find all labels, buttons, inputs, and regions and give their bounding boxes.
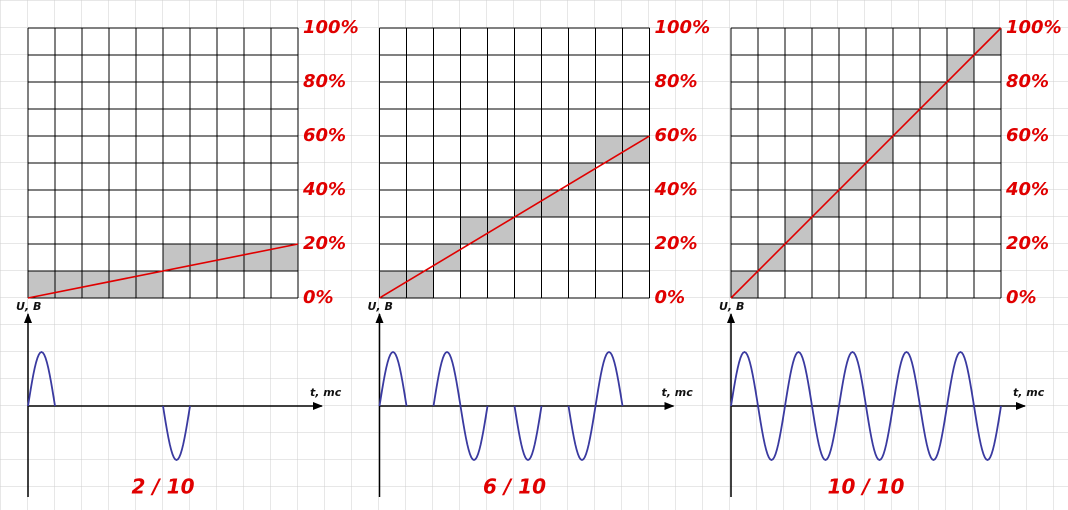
pulse	[730, 350, 759, 407]
percent-label: 20%	[303, 233, 346, 254]
pulse	[432, 350, 462, 407]
pulse	[594, 350, 624, 407]
percent-label: 60%	[1006, 125, 1049, 146]
pulse	[865, 405, 894, 462]
pulse	[973, 405, 1002, 462]
y-axis-label: U, B	[719, 300, 744, 313]
percent-label: 60%	[303, 125, 346, 146]
pulse	[757, 405, 786, 462]
percent-label: 0%	[655, 287, 686, 308]
shaded-cell	[595, 136, 623, 163]
percent-label: 60%	[655, 125, 698, 146]
shaded-cell	[55, 271, 82, 298]
shaded-cell	[541, 190, 569, 217]
pulse	[162, 405, 191, 462]
ramp-line	[379, 135, 650, 299]
pulse	[784, 350, 813, 407]
ramp-line	[730, 27, 1002, 299]
ramp-line	[27, 243, 299, 299]
percent-label: 80%	[1006, 71, 1049, 92]
pulse	[27, 350, 56, 407]
shaded-cell	[190, 244, 217, 271]
caption: 10 / 10	[828, 475, 905, 499]
x-axis-label: t, mc	[662, 386, 694, 399]
x-axis-label: t, mc	[310, 386, 342, 399]
shaded-cell	[244, 244, 271, 271]
pulse	[892, 350, 921, 407]
percent-label: 20%	[655, 233, 698, 254]
caption: 6 / 10	[483, 475, 546, 499]
percent-label: 0%	[1006, 287, 1037, 308]
shaded-cell	[109, 271, 136, 298]
percent-label: 100%	[655, 17, 711, 38]
pulse	[946, 350, 975, 407]
x-axis-label: t, mc	[1013, 386, 1045, 399]
percent-label: 100%	[1006, 17, 1062, 38]
pulse	[838, 350, 867, 407]
percent-label: 40%	[1005, 179, 1049, 200]
caption: 2 / 10	[132, 475, 195, 499]
shaded-cell	[406, 271, 434, 298]
percent-label: 80%	[655, 71, 698, 92]
percent-label: 0%	[303, 287, 334, 308]
y-axis-label: U, B	[368, 300, 393, 313]
pulse	[513, 405, 543, 462]
percent-label: 80%	[303, 71, 346, 92]
percent-label: 100%	[303, 17, 359, 38]
pulse	[567, 405, 597, 462]
pulse	[459, 405, 489, 462]
percent-label: 20%	[1006, 233, 1049, 254]
pulse	[378, 350, 408, 407]
pulse	[919, 405, 948, 462]
pulse	[811, 405, 840, 462]
percent-label: 40%	[654, 179, 698, 200]
shaded-cell	[460, 217, 488, 244]
y-axis-label: U, B	[16, 300, 41, 313]
percent-label: 40%	[302, 179, 346, 200]
